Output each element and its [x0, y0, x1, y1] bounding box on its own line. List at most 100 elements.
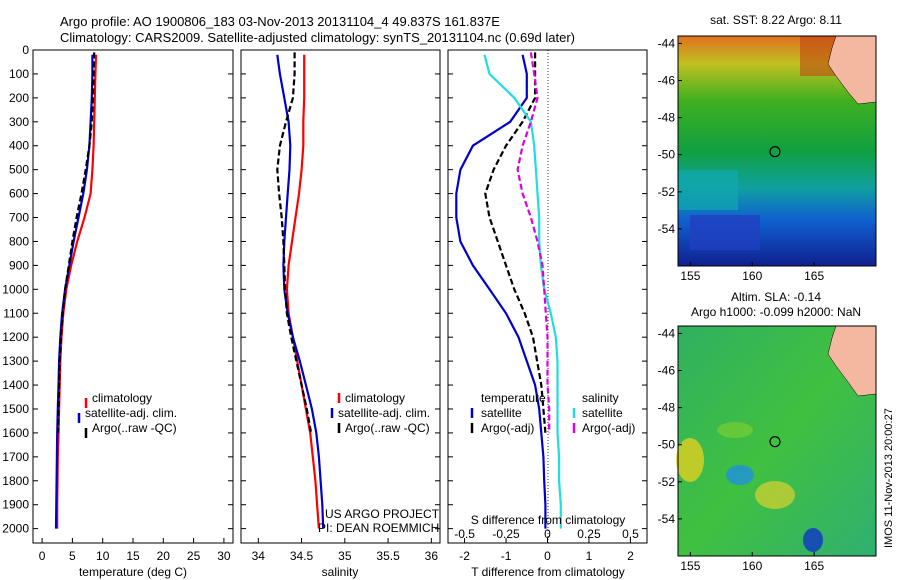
x-tick-label: 34	[252, 549, 266, 563]
x-tick-label: 2	[627, 549, 634, 563]
salinity-x-ticks: 34 34.5 35 35.5 36	[252, 538, 439, 563]
series-line-climatology	[285, 54, 320, 529]
salinity-panel: 34 34.5 35 35.5 36 salinity climatology sate…	[240, 49, 441, 579]
y-tick-label: 1800	[2, 474, 29, 488]
y-tick-label: 1500	[2, 402, 29, 416]
y-tick-label: 900	[9, 258, 29, 272]
x-tick-label: 35.5	[376, 549, 400, 563]
map-x-tick-label: 160	[742, 269, 762, 283]
sla-map-title-line2: Argo h1000: -0.099 h2000: NaN	[691, 305, 861, 319]
map-y-tick-label: -54	[658, 512, 676, 526]
map-y-tick-label: -46	[658, 364, 676, 378]
temperature-legend: climatology satellite-adj. clim. Argo(..…	[77, 391, 177, 438]
legend-label-t-satellite: satellite	[481, 406, 522, 420]
argo-position-marker	[769, 146, 781, 158]
sla-patch	[717, 422, 753, 438]
legend-title-salinity: salinity	[582, 391, 619, 405]
map-y-tick-label: -50	[658, 148, 676, 162]
depth-y-ticks: 0 100 200 300 400 500 600 700 800 900 1000 1100 1200…	[2, 43, 233, 536]
legend-label-t-argo: Argo(-adj)	[481, 421, 534, 435]
y-tick-label: 2000	[2, 522, 29, 536]
legend-label-climatology: climatology	[92, 391, 152, 405]
difference-x-label: T difference from climatology	[471, 565, 625, 579]
sla-map-title-line1: Altim. SLA: -0.14	[731, 290, 821, 304]
map-y-tick-label: -48	[658, 401, 676, 415]
salinity-x-label: salinity	[322, 565, 359, 579]
argo-position-marker	[769, 436, 781, 448]
legend-label-s-satellite: satellite	[582, 406, 623, 420]
temperature-panel: 0 5 10 15 20 25 30 0 100 200 300 400 500 600 700 800 90…	[2, 43, 234, 579]
map-y-tick-label: -48	[658, 111, 676, 125]
sla-map-y-ticks: -44 -46 -48 -50 -52 -54	[658, 326, 682, 526]
x-tick-label: 1	[586, 549, 593, 563]
y-tick-label: 1600	[2, 426, 29, 440]
y-tick-label: 1900	[2, 498, 29, 512]
secondary-tick-label: -0.25	[492, 527, 520, 541]
legend-label-argo: Argo(..raw -QC)	[92, 421, 177, 435]
x-tick-label: 35	[338, 549, 352, 563]
difference-x-ticks: -2 -1 0 1 2	[459, 538, 634, 563]
sst-map: sat. SST: 8.22 Argo: 8.11 155 160 165 -44-…	[658, 13, 877, 283]
y-tick-label: 200	[9, 91, 29, 105]
y-tick-label: 600	[9, 187, 29, 201]
difference-legend: temperature satellite Argo(-adj) salinit…	[470, 391, 635, 435]
difference-secondary-label: S difference from climatology	[471, 513, 626, 527]
series-line-argo-raw-qc-	[57, 52, 96, 433]
x-tick-label: 20	[157, 549, 171, 563]
sst-patch	[690, 215, 760, 250]
legend-label-satellite: satellite-adj. clim.	[85, 406, 177, 420]
temperature-x-ticks: 0 5 10 15 20 25 30	[39, 538, 231, 563]
map-y-tick-label: -52	[658, 185, 676, 199]
sst-map-title: sat. SST: 8.22 Argo: 8.11	[710, 13, 842, 27]
difference-y-tick-marks	[448, 49, 647, 530]
map-y-tick-label: -52	[658, 475, 676, 489]
sst-map-x-ticks: 155 160 165	[680, 262, 824, 283]
temperature-series	[54, 52, 98, 529]
salinity-legend: climatology satellite-adj. clim. Argo(..…	[330, 391, 430, 435]
y-tick-label: 400	[9, 139, 29, 153]
legend-label-climatology: climatology	[345, 391, 405, 405]
map-y-tick-label: -44	[658, 36, 676, 50]
x-tick-label: 10	[96, 549, 110, 563]
series-line-argo-raw-qc-	[276, 52, 313, 434]
x-tick-label: 5	[69, 549, 76, 563]
legend-label-s-argo: Argo(-adj)	[582, 421, 635, 435]
y-tick-label: 800	[9, 234, 29, 248]
x-tick-label: 30	[217, 549, 231, 563]
map-y-tick-label: -46	[658, 74, 676, 88]
pi-annotation: PI: DEAN ROEMMICH	[318, 521, 439, 535]
x-tick-label: -1	[501, 549, 512, 563]
secondary-tick-label: 0	[544, 527, 551, 541]
project-annotation: US ARGO PROJECT	[325, 507, 440, 521]
map-y-tick-label: -54	[658, 222, 676, 236]
y-tick-label: 100	[9, 67, 29, 81]
difference-panel: -2 -1 0 1 2 -0.5 -0.25 0 0.25 0.5 T difference f…	[447, 49, 648, 579]
y-tick-label: 700	[9, 211, 29, 225]
series-line-temperature-argo-adj-	[484, 52, 547, 433]
salinity-y-tick-marks	[241, 49, 440, 530]
salinity-axes-box	[240, 49, 441, 544]
y-tick-label: 1000	[2, 282, 29, 296]
figure-title-line1: Argo profile: AO 1900806_183 03-Nov-2013…	[60, 14, 500, 29]
sst-map-y-ticks: -44 -46 -48 -50 -52 -54	[658, 36, 682, 236]
x-tick-label: 15	[126, 549, 140, 563]
map-x-tick-label: 160	[742, 559, 762, 573]
sst-patch	[678, 170, 738, 210]
salinity-difference-ticks: -0.5 -0.25 0 0.25 0.5	[454, 527, 639, 541]
legend-title-temperature: temperature	[481, 391, 546, 405]
sla-patch	[726, 465, 754, 485]
y-tick-label: 1300	[2, 354, 29, 368]
map-y-tick-label: -50	[658, 438, 676, 452]
secondary-tick-label: -0.5	[454, 527, 475, 541]
map-x-tick-label: 155	[680, 269, 700, 283]
imos-timestamp: IMOS 11-Nov-2013 20:00:27	[883, 408, 895, 548]
legend-label-satellite: satellite-adj. clim.	[338, 406, 430, 420]
secondary-tick-label: 0.5	[622, 527, 639, 541]
x-tick-label: 36	[425, 549, 439, 563]
difference-axes-box	[447, 49, 648, 544]
y-tick-label: 0	[22, 43, 29, 57]
legend-label-argo: Argo(..raw -QC)	[345, 421, 430, 435]
difference-series	[455, 52, 562, 529]
series-line-temperature-satellite	[455, 54, 547, 529]
